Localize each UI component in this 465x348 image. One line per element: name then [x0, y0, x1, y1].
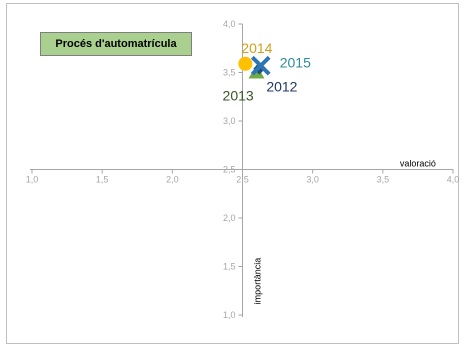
y-tick-label: 2,0 — [223, 213, 236, 223]
axes — [30, 23, 454, 317]
x-tick-label: 1,5 — [96, 175, 109, 185]
y-tick-label: 1,5 — [223, 262, 236, 272]
x-tick-label: 1,0 — [26, 175, 39, 185]
chart-frame — [6, 3, 459, 344]
y-tick-label: 3,0 — [223, 116, 236, 126]
data-label-2013: 2013 — [223, 88, 254, 104]
x-tick-label: 4,0 — [447, 175, 460, 185]
data-label-2012: 2012 — [266, 79, 297, 95]
data-points — [238, 55, 271, 79]
y-axis-label: importància — [253, 258, 263, 305]
x-tick-label: 3,5 — [377, 175, 390, 185]
marker-2014 — [238, 56, 253, 71]
y-tick-label: 4,0 — [223, 19, 236, 29]
y-tick-labels: 1,0 1,5 2,0 2,5 3,0 3,5 4,0 — [223, 19, 236, 320]
y-tick-label: 2,5 — [223, 165, 236, 175]
x-axis-label: valoració — [400, 159, 436, 169]
data-label-2015: 2015 — [280, 55, 311, 71]
chart-title: Procés d'automatrícula — [40, 32, 192, 56]
x-tick-label: 2,0 — [166, 175, 179, 185]
x-tick-labels: 1,0 1,5 2,0 2,5 3,0 3,5 4,0 — [26, 175, 460, 185]
data-labels: 2014 2013 2012 2015 — [223, 40, 312, 104]
marker-2015 — [250, 55, 271, 76]
x-tick-label: 2,5 — [236, 175, 249, 185]
y-tick-label: 3,5 — [223, 68, 236, 78]
x-tick-label: 3,0 — [306, 175, 319, 185]
data-label-2014: 2014 — [241, 40, 272, 56]
y-tick-label: 1,0 — [223, 310, 236, 320]
